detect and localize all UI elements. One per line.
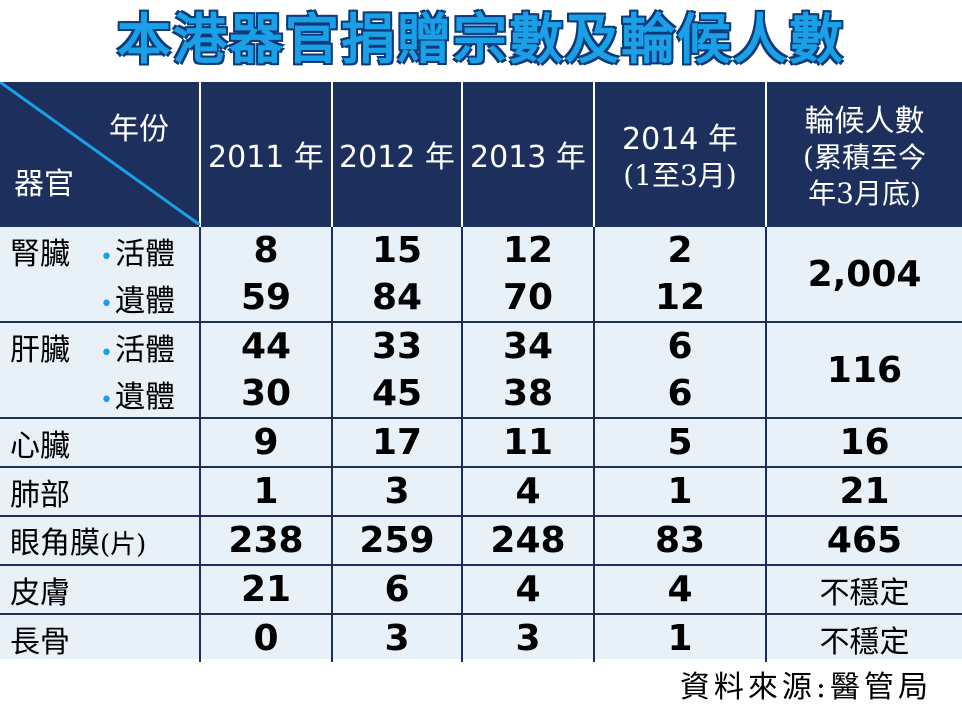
waiting-value: 21 <box>765 466 962 516</box>
cell-value: 9 <box>199 417 332 467</box>
table-row-liver-living: 肝臟 •活體 44 33 34 6 116 <box>0 321 962 418</box>
cell-value: 15 <box>331 225 462 274</box>
cell-value: 12 <box>593 274 766 322</box>
cell-value: 1 <box>593 466 766 516</box>
organ-sub-label: 遺體 <box>114 283 175 319</box>
organ-sub-label: 活體 <box>114 332 175 368</box>
header-2011: 2011 年 <box>199 82 332 226</box>
source-note: 資料來源:醫管局 <box>679 670 932 705</box>
organ-name: 眼角膜 <box>10 526 100 561</box>
cell-value: 3 <box>461 613 594 662</box>
header-waiting-note-1: (累積至今 <box>803 140 926 174</box>
cell-value: 0 <box>199 613 332 662</box>
cell-value: 6 <box>331 564 462 614</box>
cell-value: 248 <box>461 515 594 565</box>
organ-sub-label: 遺體 <box>114 379 175 415</box>
table-row-kidney-deceased: •遺體 59 84 70 12 <box>0 274 962 322</box>
cell-value: 33 <box>331 321 462 370</box>
cell-value: 84 <box>331 274 462 322</box>
header-waiting-note-2: 年3月底) <box>808 176 921 210</box>
cell-value: 45 <box>331 370 462 418</box>
table-row-cornea: 眼角膜(片) 238 259 248 83 465 <box>0 515 962 565</box>
header-2014-year: 2014 年 <box>622 121 738 157</box>
cell-value: 34 <box>461 321 594 370</box>
header-2014-note: (1至3月) <box>623 158 737 192</box>
cell-value: 83 <box>593 515 766 565</box>
organ-name: 腎臟 <box>10 236 70 272</box>
cell-value: 44 <box>199 321 332 370</box>
row-label: 肺部 <box>0 466 200 516</box>
cell-value: 6 <box>593 321 766 370</box>
bullet-dot-icon: • <box>100 291 113 317</box>
corner-header: 年份 器官 <box>0 82 200 226</box>
organ-unit-label: (片) <box>100 530 147 560</box>
waiting-liver: 116 <box>765 321 962 418</box>
cell-value: 259 <box>331 515 462 565</box>
header-waiting-title: 輪候人數 <box>804 103 925 139</box>
cell-value: 70 <box>461 274 594 322</box>
row-label: 皮膚 <box>0 564 200 614</box>
cell-value: 4 <box>461 564 594 614</box>
cell-value: 17 <box>331 417 462 467</box>
corner-diagonal-line <box>0 82 200 225</box>
row-label: •遺體 <box>0 370 200 418</box>
waiting-value: 16 <box>765 417 962 467</box>
row-label: 長骨 <box>0 613 200 662</box>
corner-year-label: 年份 <box>109 112 169 147</box>
cell-value: 12 <box>461 225 594 274</box>
cell-value: 11 <box>461 417 594 467</box>
table-row-skin: 皮膚 21 6 4 4 不穩定 <box>0 564 962 614</box>
cell-value: 3 <box>331 613 462 662</box>
donation-table: 年份 器官 2011 年 2012 年 2013 年 2014 年 (1至3月)… <box>0 82 962 662</box>
bullet-dot-icon: • <box>100 340 113 366</box>
row-label: 眼角膜(片) <box>0 515 200 565</box>
donation-table-wrap: 年份 器官 2011 年 2012 年 2013 年 2014 年 (1至3月)… <box>0 82 962 662</box>
organ-sub-label: 活體 <box>114 236 175 272</box>
cell-value: 21 <box>199 564 332 614</box>
header-waiting: 輪候人數 (累積至今 年3月底) <box>765 82 962 226</box>
corner-organ-label: 器官 <box>14 167 74 202</box>
row-label: 肝臟 •活體 <box>0 321 200 370</box>
cell-value: 30 <box>199 370 332 418</box>
table-row-heart: 心臟 9 17 11 5 16 <box>0 417 962 467</box>
row-label: 腎臟 •活體 <box>0 225 200 274</box>
cell-value: 38 <box>461 370 594 418</box>
row-label: 心臟 <box>0 417 200 467</box>
waiting-value: 465 <box>765 515 962 565</box>
waiting-value: 不穩定 <box>765 564 962 614</box>
waiting-value: 不穩定 <box>765 613 962 662</box>
cell-value: 1 <box>593 613 766 662</box>
header-2014: 2014 年 (1至3月) <box>593 82 766 226</box>
cell-value: 59 <box>199 274 332 322</box>
cell-value: 4 <box>593 564 766 614</box>
cell-value: 8 <box>199 225 332 274</box>
row-label: •遺體 <box>0 274 200 322</box>
cell-value: 2 <box>593 225 766 274</box>
header-2012: 2012 年 <box>331 82 462 226</box>
cell-value: 238 <box>199 515 332 565</box>
table-row-long-bone: 長骨 0 3 3 1 不穩定 <box>0 613 962 662</box>
waiting-kidney: 2,004 <box>765 225 962 322</box>
table-row-liver-deceased: •遺體 30 45 38 6 <box>0 370 962 418</box>
cell-value: 1 <box>199 466 332 516</box>
header-2013: 2013 年 <box>461 82 594 226</box>
bullet-dot-icon: • <box>100 244 113 270</box>
cell-value: 3 <box>331 466 462 516</box>
cell-value: 4 <box>461 466 594 516</box>
table-row-kidney-living: 腎臟 •活體 8 15 12 2 2,004 <box>0 225 962 322</box>
cell-value: 5 <box>593 417 766 467</box>
table-row-lung: 肺部 1 3 4 1 21 <box>0 466 962 516</box>
bullet-dot-icon: • <box>100 387 113 413</box>
header-row: 年份 器官 2011 年 2012 年 2013 年 2014 年 (1至3月)… <box>0 82 962 226</box>
organ-name: 肝臟 <box>10 332 70 368</box>
chart-title: 本港器官捐贈宗數及輪候人數 <box>117 7 845 71</box>
cell-value: 6 <box>593 370 766 418</box>
